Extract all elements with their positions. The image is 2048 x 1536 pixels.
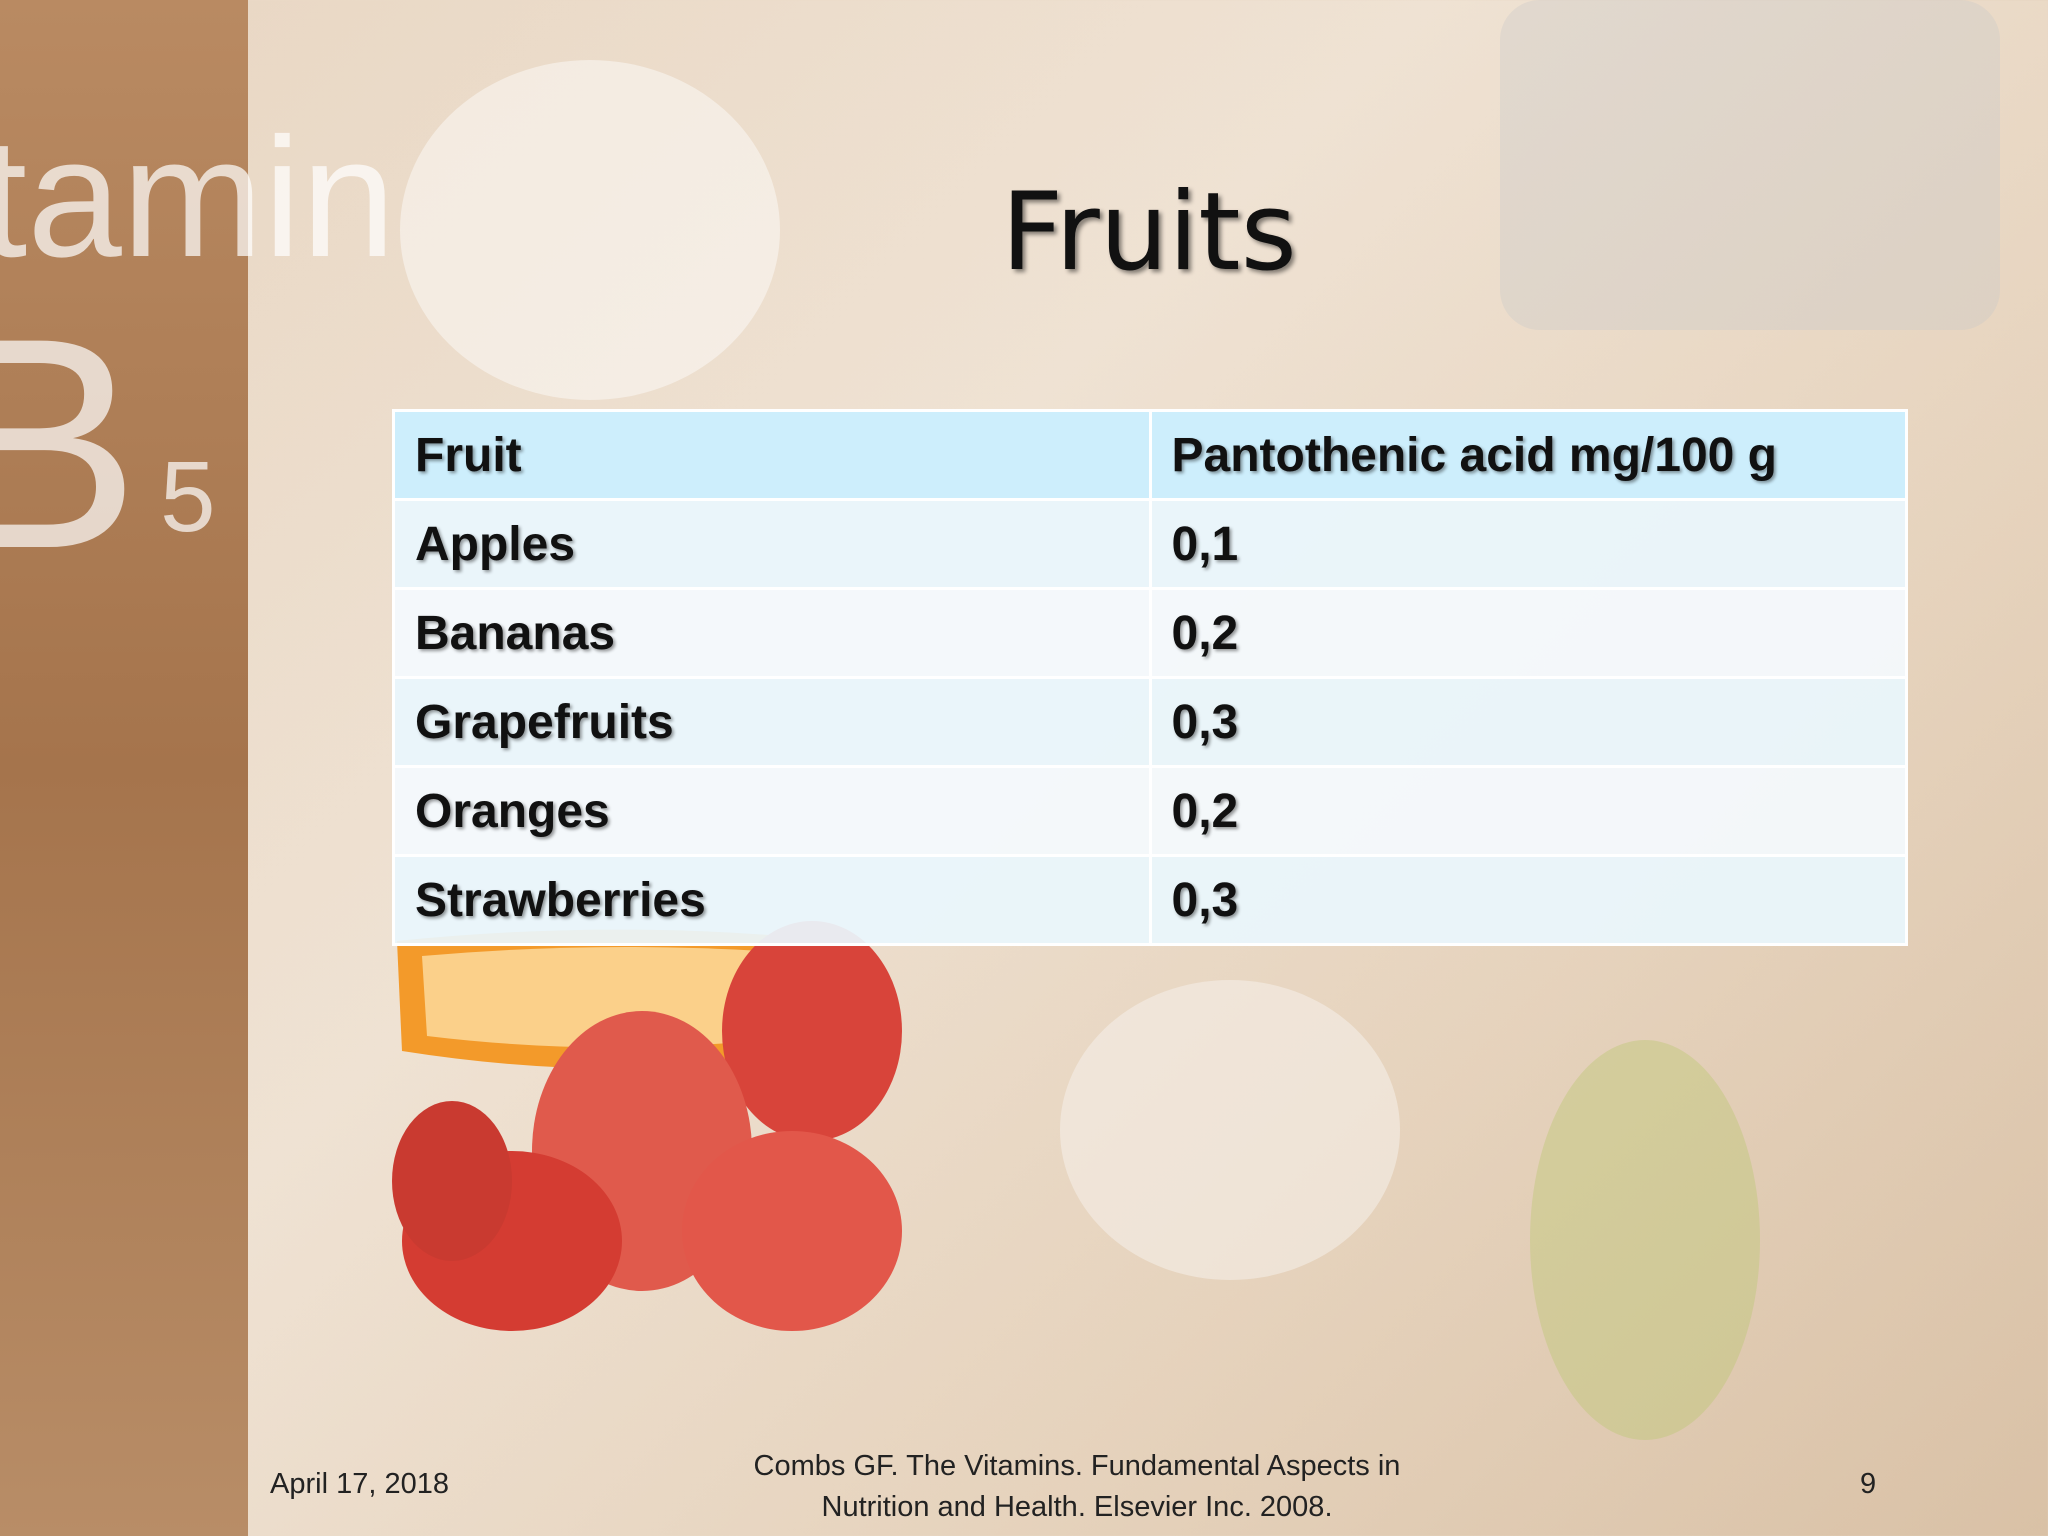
table-cell: 0,2 — [1148, 765, 1908, 857]
citation-line: Nutrition and Health. Elsevier Inc. 2008… — [821, 1491, 1333, 1523]
table-row: Grapefruits 0,3 — [392, 676, 1908, 768]
fish-tin — [1500, 0, 2000, 330]
cauliflower — [400, 60, 780, 400]
table-cell: Oranges — [392, 765, 1152, 857]
citation-line: Combs GF. The Vitamins. Fundamental Aspe… — [753, 1450, 1401, 1482]
table-row: Bananas 0,2 — [392, 587, 1908, 679]
table-cell: Grapefruits — [392, 676, 1152, 768]
table-row: Fruit Pantothenic acid mg/100 g — [392, 409, 1908, 501]
background-text: 5 — [160, 441, 216, 553]
background-text: B — [0, 275, 141, 611]
table-row: Apples 0,1 — [392, 498, 1908, 590]
table: Fruit Pantothenic acid mg/100 g Apples 0,1 B… — [392, 409, 1908, 946]
grapefruit-image — [392, 921, 902, 1331]
table-row: Strawberries 0,3 — [392, 854, 1908, 946]
table-cell: 0,1 — [1148, 498, 1908, 590]
table-cell: Bananas — [392, 587, 1152, 679]
avocado — [1530, 1040, 1760, 1440]
table-cell: 0,3 — [1148, 854, 1908, 946]
page-number: 9 — [1860, 1468, 1877, 1500]
table-cell: Fruit — [392, 409, 1152, 501]
table-cell: 0,2 — [1148, 587, 1908, 679]
table-cell: Strawberries — [392, 854, 1152, 946]
bowl — [1060, 980, 1400, 1280]
table-cell: 0,3 — [1148, 676, 1908, 768]
table-row: Oranges 0,2 — [392, 765, 1908, 857]
slide-title: Fruits — [1001, 170, 1297, 295]
wood-strip — [0, 0, 248, 1536]
footer-citation: Combs GF. The Vitamins. Fundamental Aspe… — [677, 1446, 1477, 1528]
background-text: tamin — [0, 103, 396, 293]
footer-date: April 17, 2018 — [270, 1468, 449, 1500]
table-cell: Apples — [392, 498, 1152, 590]
table-cell: Pantothenic acid mg/100 g — [1148, 409, 1908, 501]
